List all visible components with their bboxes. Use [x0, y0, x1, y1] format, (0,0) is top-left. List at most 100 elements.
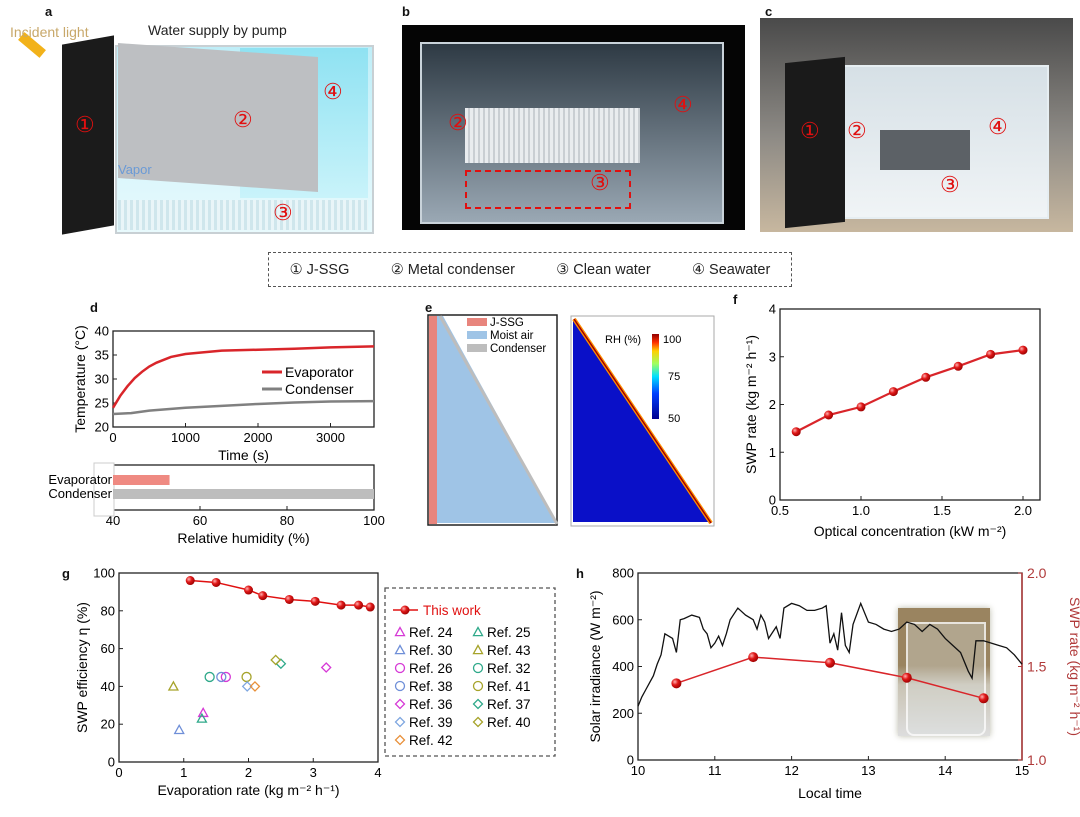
data-point-ref-41 [241, 671, 252, 683]
panel-e-rh-map: RH (%) 100 75 50 [570, 315, 715, 527]
y-tick-label: 200 [612, 706, 634, 721]
y-tick-label: 0 [769, 493, 776, 508]
legend-jssg: ① J-SSG [289, 261, 350, 278]
data-point [258, 591, 268, 601]
condenser-wall [438, 315, 559, 525]
y-tick-label: 60 [101, 641, 115, 656]
category-label-evaporator: Evaporator [48, 472, 112, 487]
marker-2: ② [233, 107, 253, 132]
x-axis-label: Relative humidity (%) [177, 530, 309, 546]
marker-4: ④ [988, 114, 1008, 139]
x-tick-label: 0 [115, 765, 122, 780]
legend-swatch-jssg [467, 318, 487, 326]
colorbar-tick-75: 75 [668, 371, 680, 383]
chart-d-top: 0 1000 2000 3000 20 25 30 35 40 Time (s) Temperatu… [72, 324, 375, 463]
x-axis-label: Evaporation rate (kg m⁻² h⁻¹) [157, 782, 339, 798]
data-point [791, 427, 801, 437]
x-tick-label: 4 [374, 765, 381, 780]
x-tick-label: 3 [310, 765, 317, 780]
x-tick-label: 1000 [171, 430, 200, 445]
data-point [856, 402, 866, 412]
panel-label-e: e [425, 300, 433, 315]
legend-label-this-work: This work [423, 603, 481, 618]
legend-label-condenser: Condenser [285, 381, 354, 397]
panel-label-a: a [45, 4, 53, 19]
y-tick-label: 4 [769, 302, 776, 317]
x-tick-label: 0 [109, 430, 116, 445]
water-supply-label: Water supply by pump [148, 22, 287, 38]
legend-seawater: ④ Seawater [692, 261, 771, 278]
legend-marker [472, 626, 484, 637]
x-tick-label: 60 [193, 513, 207, 528]
legend-label: Ref. 38 [409, 679, 453, 694]
legend-metal-condenser: ② Metal condenser [390, 261, 515, 278]
x-tick-label: 1.0 [852, 503, 870, 518]
y-axis-label: Temperature (°C) [72, 325, 88, 433]
data-point [244, 585, 253, 595]
x-tick-label: 2000 [244, 430, 273, 445]
chart-d-bottom: 40 60 80 100 Relative humidity (%) Evaporator… [48, 462, 385, 546]
data-point-ref-40 [270, 654, 282, 666]
legend-marker [472, 662, 484, 674]
data-point [185, 576, 195, 586]
x-tick-label: 80 [280, 513, 294, 528]
legend-marker-this-work [400, 605, 410, 615]
x-tick-label: 1 [180, 765, 187, 780]
x-tick-label: 15 [1015, 763, 1029, 778]
marker-1: ① [800, 118, 820, 143]
legend-label: Ref. 30 [409, 643, 453, 658]
y-tick-label: 3 [769, 349, 776, 364]
y-axis-label: Solar irradiance (W m⁻²) [587, 590, 603, 742]
y-tick-label: 25 [95, 396, 109, 411]
y-tick-label: 1 [769, 445, 776, 460]
y-tick-label: 20 [95, 420, 109, 435]
x-tick-label: 13 [861, 763, 875, 778]
y-right-tick-label: 2.0 [1027, 565, 1047, 581]
x-axis-label: Time (s) [218, 447, 269, 463]
data-point [953, 361, 963, 371]
series-solar-irradiance [637, 601, 1023, 707]
legend-marker [472, 680, 484, 692]
legend-label: Ref. 25 [487, 625, 531, 640]
data-point [921, 372, 931, 382]
beaker [906, 622, 986, 736]
colorbar-tick-50: 50 [668, 413, 680, 425]
panel-label-g: g [62, 566, 70, 581]
x-tick-label: 11 [708, 763, 722, 778]
data-point [824, 410, 834, 420]
condenser-block [880, 130, 970, 170]
y-tick-label: 30 [95, 372, 109, 387]
legend-marker [394, 734, 406, 746]
data-point [211, 577, 221, 587]
legend-label-evaporator: Evaporator [285, 364, 354, 380]
y-tick-label: 20 [101, 717, 115, 732]
jssg-strip [429, 316, 437, 524]
condenser-block [465, 108, 640, 163]
data-point-ref-25 [196, 712, 208, 723]
y-tick-label: 80 [101, 603, 115, 618]
y-tick-label: 100 [93, 566, 115, 581]
y-tick-label: 600 [612, 612, 634, 627]
data-point-ref-43 [167, 680, 179, 691]
legend-label: Ref. 41 [487, 679, 531, 694]
data-point-ref-38 [216, 671, 227, 683]
y-tick-label: 0 [627, 753, 634, 768]
data-point [748, 652, 759, 663]
data-point-ref-26 [220, 671, 231, 683]
colorbar-title: RH (%) [605, 334, 641, 346]
legend-label: Ref. 40 [487, 715, 531, 730]
incident-light-label: Incident light [10, 24, 89, 40]
data-point [284, 594, 294, 604]
legend-label: Ref. 32 [487, 661, 531, 676]
rh-colorbar [652, 334, 659, 419]
marker-2: ② [448, 110, 468, 135]
data-point-ref-30 [173, 724, 185, 735]
y-axis-label: SWP rate (kg m⁻² h⁻¹) [743, 335, 759, 474]
y-tick-label: 35 [95, 348, 109, 363]
vapor-label: Vapor [118, 162, 152, 177]
data-point [888, 387, 898, 397]
legend-label: Ref. 36 [409, 697, 453, 712]
rh-saturation-line [573, 318, 712, 524]
legend-marker [472, 716, 484, 728]
